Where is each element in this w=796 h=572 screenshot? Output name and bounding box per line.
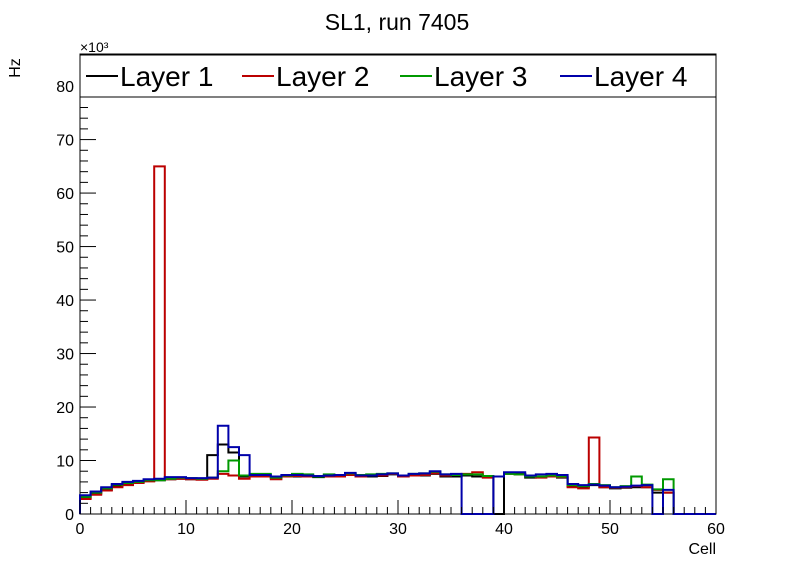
x-tick-label: 0 (76, 521, 85, 538)
x-tick-label: 10 (177, 521, 195, 538)
legend-label-2: Layer 2 (276, 61, 369, 92)
x-tick-label: 60 (707, 521, 725, 538)
y-tick-label: 0 (65, 507, 74, 524)
y-tick-label: 80 (56, 79, 74, 96)
legend-label-1: Layer 1 (120, 61, 213, 92)
plot-area: 0 10 20 30 40 50 60 0 10 20 30 40 50 60 70 80 (56, 53, 725, 538)
y-tick-label: 60 (56, 186, 74, 203)
series-line-2 (79, 165, 716, 515)
legend-label-4: Layer 4 (594, 61, 687, 92)
y-tick-label: 70 (56, 133, 74, 150)
legend-box (79, 54, 717, 98)
legend-label-3: Layer 3 (434, 61, 527, 92)
chart-title: SL1, run 7405 (325, 9, 470, 35)
y-tick-label: 30 (56, 347, 74, 364)
x-axis-label: Cell (688, 541, 716, 558)
y-tick-label: 40 (56, 293, 74, 310)
plot-frame (79, 53, 717, 515)
y-tick-label: 10 (56, 454, 74, 471)
x-tick-label: 20 (283, 521, 301, 538)
y-axis-label: Hz (7, 58, 24, 78)
legend: Layer 1 Layer 2 Layer 3 Layer 4 (79, 54, 717, 98)
x-tick-label: 40 (495, 521, 513, 538)
y-multiplier-label: ×10³ (80, 39, 109, 55)
series-line-4 (79, 424, 716, 515)
x-tick-label: 50 (601, 521, 619, 538)
x-tick-label: 30 (389, 521, 407, 538)
y-tick-label: 20 (56, 400, 74, 417)
y-tick-label: 50 (56, 240, 74, 257)
